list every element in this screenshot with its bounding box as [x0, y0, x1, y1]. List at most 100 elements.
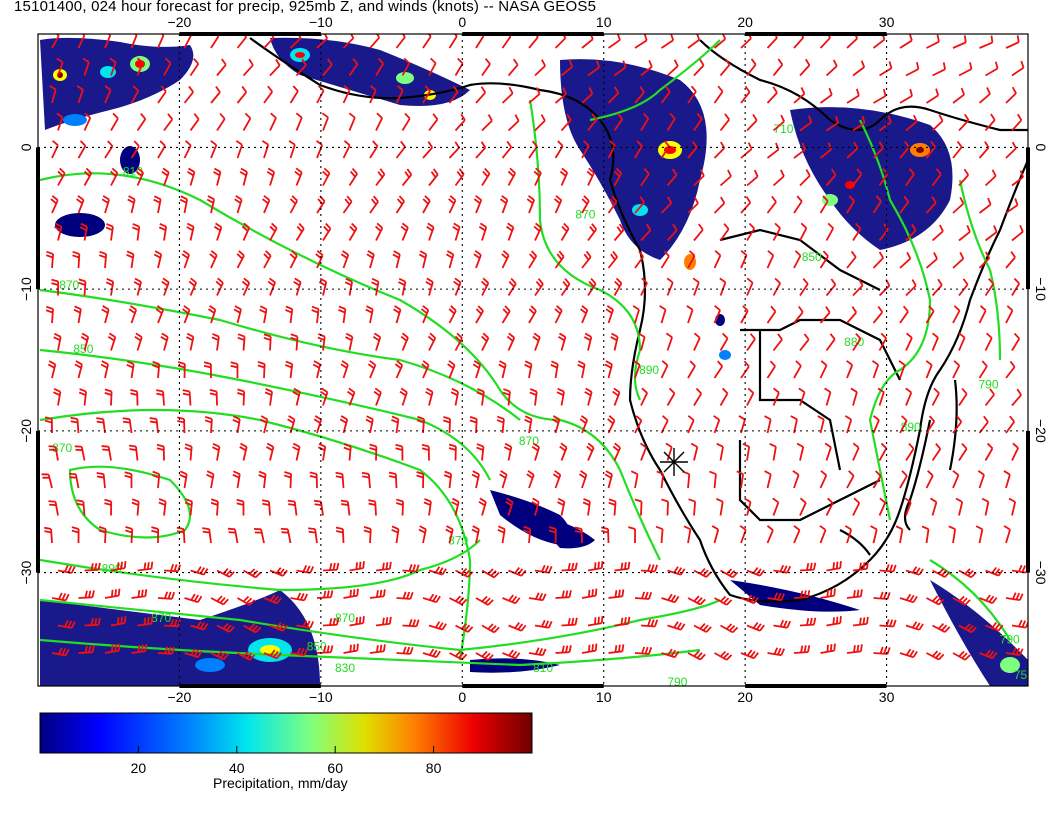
wind-barb — [719, 387, 729, 406]
wind-barb — [422, 195, 431, 214]
wind-barb — [1003, 470, 1011, 489]
wind-barb — [1005, 198, 1019, 214]
wind-barb — [534, 278, 544, 297]
wind-barb — [163, 563, 182, 573]
wind-barb — [846, 644, 863, 654]
wind-barb — [899, 88, 913, 104]
wind-barb — [158, 223, 168, 241]
wind-barb — [294, 167, 303, 186]
wind-barb — [719, 223, 730, 242]
wind-barb — [348, 112, 356, 131]
wind-barb — [793, 525, 801, 544]
wind-barb — [422, 648, 441, 659]
wind-barb — [661, 34, 675, 49]
wind-barb — [398, 277, 407, 296]
wind-barb — [978, 360, 988, 379]
wind-barb — [852, 561, 869, 572]
wind-barb — [561, 562, 578, 572]
wind-barb — [958, 168, 970, 187]
wind-barb — [318, 277, 328, 296]
wind-barb — [105, 223, 114, 241]
wind-barb — [605, 305, 614, 324]
wind-barb — [234, 195, 243, 214]
wind-barb — [687, 415, 695, 434]
wind-barb — [660, 140, 671, 159]
wind-barb — [587, 223, 598, 242]
wind-barb — [502, 594, 521, 605]
wind-barb — [766, 250, 775, 269]
wind-barb — [78, 388, 87, 406]
wind-barb — [958, 332, 966, 351]
wind-barb — [507, 167, 516, 186]
wind-barb — [285, 305, 294, 324]
wind-barb — [746, 277, 754, 296]
lon-tick-label-top: −10 — [309, 14, 333, 30]
wind-barb — [157, 646, 176, 655]
axis-tick-labels: −20 −20 −10 −10 0 0 10 10 20 20 30 30 0 0 −10 −10 −20 −20… — [18, 14, 1049, 705]
wind-barb — [978, 251, 991, 269]
wind-barb — [873, 89, 887, 104]
wind-barb — [396, 646, 414, 655]
wind-barb — [322, 58, 333, 77]
wind-barb — [241, 222, 251, 241]
wind-barb — [210, 86, 221, 104]
wind-barb — [766, 86, 778, 104]
wind-barb — [1011, 388, 1022, 407]
wind-barb — [421, 443, 430, 461]
wind-barb — [824, 387, 832, 406]
wind-barb — [264, 388, 273, 406]
wind-barb — [80, 332, 90, 351]
frame-bar-left — [36, 147, 40, 290]
wind-barb — [295, 112, 303, 131]
wind-barb — [131, 644, 148, 654]
wind-barb — [766, 142, 780, 159]
wind-barb — [577, 360, 586, 379]
wind-barb — [190, 621, 209, 631]
wind-barb — [899, 34, 913, 49]
wind-barb — [183, 85, 194, 104]
wind-barb — [507, 114, 520, 132]
wind-barb — [122, 417, 133, 434]
wind-barb — [640, 168, 650, 187]
wind-barb — [375, 168, 386, 187]
wind-barb — [290, 647, 309, 657]
wind-barb — [209, 250, 218, 269]
wind-barb — [445, 250, 455, 269]
wind-barb — [608, 589, 625, 599]
wind-barb — [905, 279, 917, 297]
wind-barb — [454, 168, 465, 187]
wind-barb — [342, 34, 355, 49]
frame-bar-bottom — [462, 684, 604, 688]
colorbar-tick-label: 20 — [131, 760, 147, 776]
wind-barb — [793, 142, 806, 159]
wind-barb — [844, 525, 853, 544]
wind-barb — [608, 644, 625, 654]
wind-barb — [958, 278, 969, 297]
wind-barb — [826, 616, 842, 627]
wind-barb — [295, 222, 305, 241]
wind-barb — [634, 646, 653, 655]
wind-barb — [872, 195, 882, 214]
wind-barb — [931, 278, 943, 297]
wind-barb — [852, 497, 861, 516]
wind-barb — [366, 250, 375, 269]
wind-barb — [799, 115, 813, 132]
wind-barb — [57, 167, 66, 186]
wind-barb — [131, 589, 148, 599]
wind-barb — [819, 470, 828, 489]
wind-barb — [587, 616, 604, 627]
wind-barb — [203, 361, 212, 379]
wind-barb — [363, 525, 372, 544]
wind-barb — [51, 278, 60, 296]
wind-barb — [931, 224, 944, 242]
wind-barb — [422, 593, 441, 604]
contour-label: 880 — [844, 335, 864, 349]
wind-barb — [1011, 170, 1024, 187]
wind-barb — [634, 34, 648, 49]
wind-barb — [72, 250, 81, 269]
wind-barb — [184, 498, 193, 516]
wind-barb — [152, 470, 161, 489]
wind-barb — [958, 113, 970, 132]
wind-barb — [632, 305, 640, 324]
wind-barb — [210, 595, 229, 606]
